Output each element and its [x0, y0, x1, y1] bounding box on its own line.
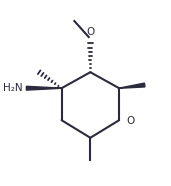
Text: O: O	[86, 27, 94, 37]
Text: O: O	[126, 116, 135, 126]
Text: H₂N: H₂N	[3, 83, 22, 93]
Polygon shape	[119, 83, 145, 88]
Polygon shape	[26, 86, 62, 90]
